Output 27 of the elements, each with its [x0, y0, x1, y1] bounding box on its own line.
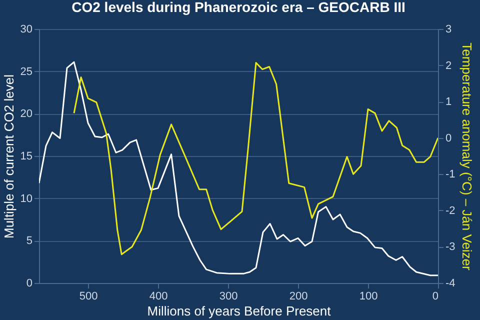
line-series — [39, 61, 438, 276]
y-tick-label: 10 — [20, 192, 32, 205]
y2-tick-label: 0 — [446, 132, 452, 144]
y-tick-label: 25 — [20, 66, 32, 78]
y2-tick-label: -2 — [446, 204, 456, 217]
y2-tick-label: 2 — [446, 60, 452, 72]
x-tick-label: 0 — [432, 290, 438, 302]
x-tick-label: 400 — [149, 290, 168, 302]
y-tick-label: 30 — [20, 24, 32, 36]
y-axis-title: Multiple of current CO2 level — [1, 74, 16, 239]
y-tick-label: 20 — [20, 108, 32, 120]
y-tick-label: 15 — [20, 150, 32, 162]
line-series — [73, 62, 438, 256]
x-tick-label: 200 — [289, 290, 308, 302]
y2-axis-title: Temperature anomaly (°C) – Ján Veizer — [459, 42, 474, 272]
y2-tick-label: -1 — [446, 168, 456, 181]
x-tick-label: 500 — [79, 290, 98, 302]
y2-tick-label: 3 — [446, 24, 452, 36]
y2-tick-label: -4 — [446, 278, 456, 290]
y2-tick-label: 1 — [446, 96, 452, 108]
x-tick-label: 100 — [359, 290, 378, 302]
chart-title: CO2 levels during Phanerozoic era – GEOCARB III — [72, 0, 406, 15]
x-tick-label: 300 — [219, 290, 238, 302]
y-tick-label: 0 — [26, 278, 32, 290]
y-tick-label: 5 — [26, 235, 32, 248]
y2-tick-label: -3 — [446, 241, 456, 254]
x-axis-title: Millions of years Before Present — [147, 304, 332, 318]
